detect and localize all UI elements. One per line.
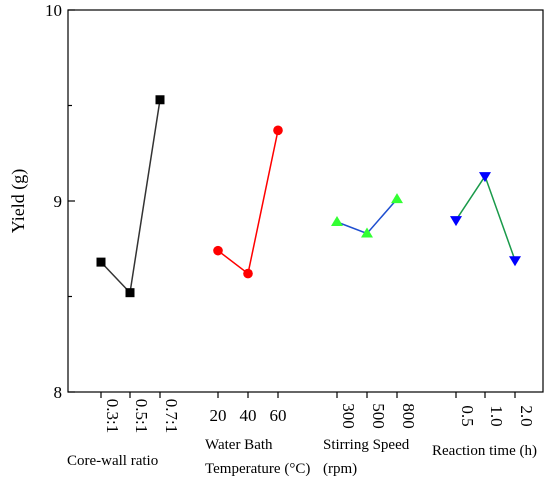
group-label: Stirring Speed	[323, 437, 410, 453]
x-tick-label: 20	[210, 406, 227, 425]
x-tick-label: 40	[240, 406, 257, 425]
group-label: Water Bath	[205, 437, 273, 453]
data-point	[243, 268, 253, 279]
data-point	[125, 288, 135, 298]
plot-frame	[67, 9, 544, 393]
series-line	[455, 174, 516, 261]
group-label: (rpm)	[323, 461, 357, 477]
x-tick-label: 0.3:1	[103, 399, 122, 433]
x-tick-label: 500	[369, 403, 388, 429]
y-tick-label: 9	[54, 192, 63, 211]
data-point	[450, 216, 462, 227]
series-line	[100, 99, 161, 295]
group-label: Core-wall ratio	[67, 453, 158, 469]
x-tick-label: 0.5	[458, 405, 477, 426]
x-tick-label: 800	[399, 403, 418, 429]
data-point	[155, 95, 165, 105]
x-tick-label: 2.0	[517, 405, 536, 426]
series-line	[217, 130, 279, 275]
x-tick-label: 300	[339, 403, 358, 429]
data-point	[331, 216, 343, 227]
group-label: Reaction time (h)	[432, 443, 537, 459]
data-point	[479, 172, 491, 183]
x-tick-label: 0.5:1	[132, 399, 151, 433]
data-point	[273, 125, 283, 136]
data-point	[213, 245, 223, 256]
data-point	[509, 256, 521, 267]
data-point	[361, 227, 373, 238]
x-tick-label: 60	[270, 406, 287, 425]
group-label: Temperature (°C)	[205, 461, 310, 477]
x-tick-label: 0.7:1	[162, 399, 181, 433]
x-tick-label: 1.0	[487, 405, 506, 426]
data-point	[391, 193, 403, 204]
y-tick-label: 8	[54, 383, 63, 402]
y-axis-title: Yield (g)	[8, 169, 29, 234]
data-point	[96, 257, 106, 267]
y-tick-label: 10	[45, 1, 62, 20]
